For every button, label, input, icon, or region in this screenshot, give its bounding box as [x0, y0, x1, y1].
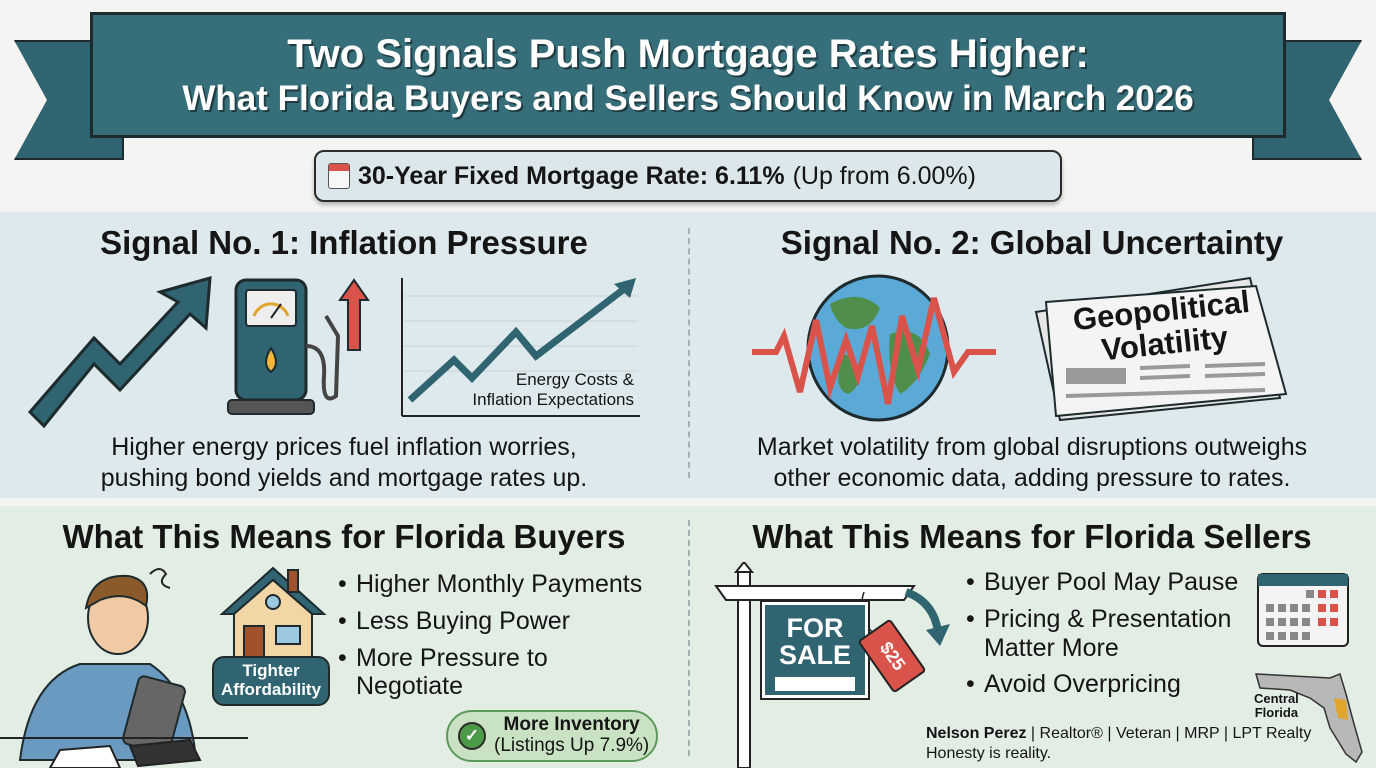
- signals-panel: Signal No. 1: Inflation Pressure Energy …: [0, 212, 1376, 498]
- chart-label-line2: Inflation Expectations: [472, 389, 634, 409]
- means-panel: What This Means for Florida Buyers Tight…: [0, 506, 1376, 768]
- line-chart-icon: [401, 278, 640, 417]
- for-sale-sign: FOR SALE: [760, 600, 870, 700]
- mortgage-rate-badge: 30-Year Fixed Mortgage Rate: 6.11% (Up f…: [314, 150, 1062, 202]
- buyers-bullet-list: Higher Monthly Payments Less Buying Powe…: [338, 570, 668, 709]
- for-sale-sign-post-icon: [714, 562, 950, 768]
- header-banner: Two Signals Push Mortgage Rates Higher: …: [0, 0, 1376, 210]
- rate-label: 30-Year Fixed Mortgage Rate: 6.11%: [358, 161, 785, 190]
- tighter-affordability-badge: Tighter Affordability: [212, 656, 330, 706]
- title-ribbon: Two Signals Push Mortgage Rates Higher: …: [90, 12, 1286, 138]
- sign-line2: SALE: [778, 640, 851, 670]
- agent-signature: Nelson Perez | Realtor® | Veteran | MRP …: [926, 724, 1311, 764]
- sellers-title: What This Means for Florida Sellers: [752, 518, 1312, 555]
- house-icon: [219, 566, 327, 663]
- sign-line1: FOR: [786, 613, 844, 643]
- signal1-title: Signal No. 1: Inflation Pressure: [100, 224, 588, 261]
- chart-label-line1: Energy Costs &: [515, 370, 634, 389]
- checkmark-icon: ✓: [458, 722, 486, 750]
- trend-up-arrow-icon: [28, 275, 212, 429]
- buyers-title: What This Means for Florida Buyers: [62, 518, 626, 555]
- price-tag-text: $25: [875, 637, 910, 674]
- sellers-bullet: Avoid Overpricing: [966, 670, 1256, 699]
- gas-pump-icon: [227, 278, 370, 415]
- map-label-line2: Florida: [1254, 705, 1299, 721]
- central-florida-label: Central Florida: [1254, 691, 1299, 721]
- inventory-line2: (Listings Up 7.9%): [494, 735, 650, 756]
- inventory-line1: More Inventory: [503, 714, 640, 736]
- signal2-desc-line2: other economic data, adding pressure to …: [773, 464, 1291, 493]
- sellers-bullet: Pricing & Presentation Matter More: [966, 605, 1256, 663]
- calendar-grid-icon: [1257, 573, 1349, 647]
- inventory-text: More Inventory (Listings Up 7.9%): [494, 714, 650, 757]
- agent-tagline: Honesty is reality.: [926, 745, 1052, 762]
- sign-blank-bar: [775, 677, 855, 691]
- calendar-icon: [328, 163, 350, 189]
- page-title: Two Signals Push Mortgage Rates Higher:: [287, 32, 1089, 76]
- rate-change: (Up from 6.00%): [792, 161, 976, 190]
- map-label-line1: Central: [1254, 691, 1299, 706]
- signal1-desc-line2: pushing bond yields and mortgage rates u…: [100, 464, 588, 493]
- section-divider: [688, 520, 690, 756]
- globe-icon: [752, 274, 996, 422]
- florida-map-icon: [1254, 672, 1363, 764]
- worried-buyer-illustration: [0, 568, 248, 768]
- inventory-badge: ✓ More Inventory (Listings Up 7.9%): [446, 710, 658, 762]
- sellers-bullet: Buyer Pool May Pause: [966, 568, 1256, 597]
- signal1-description: Higher energy prices fuel inflation worr…: [0, 432, 688, 495]
- signal2-description: Market volatility from global disruption…: [688, 432, 1376, 495]
- signal1-desc-line1: Higher energy prices fuel inflation worr…: [111, 433, 577, 461]
- buyers-bullet: Higher Monthly Payments: [338, 570, 668, 599]
- agent-name: Nelson Perez: [926, 725, 1027, 742]
- sellers-bullet-list: Buyer Pool May Pause Pricing & Presentat…: [966, 568, 1256, 707]
- signal2-title: Signal No. 2: Global Uncertainty: [780, 224, 1284, 261]
- badge-line1: Tighter: [242, 661, 300, 680]
- buyers-bullet: Less Buying Power: [338, 607, 668, 636]
- chart-label: Energy Costs & Inflation Expectations: [440, 370, 634, 409]
- agent-credentials: | Realtor® | Veteran | MRP | LPT Realty: [1026, 725, 1312, 742]
- signal2-desc-line1: Market volatility from global disruption…: [756, 433, 1308, 461]
- newspaper-icon: [1034, 276, 1288, 422]
- page-subtitle: What Florida Buyers and Sellers Should K…: [182, 79, 1194, 118]
- badge-line2: Affordability: [220, 679, 322, 699]
- section-divider: [688, 228, 690, 478]
- buyers-bullet: More Pressure to Negotiate: [338, 644, 578, 702]
